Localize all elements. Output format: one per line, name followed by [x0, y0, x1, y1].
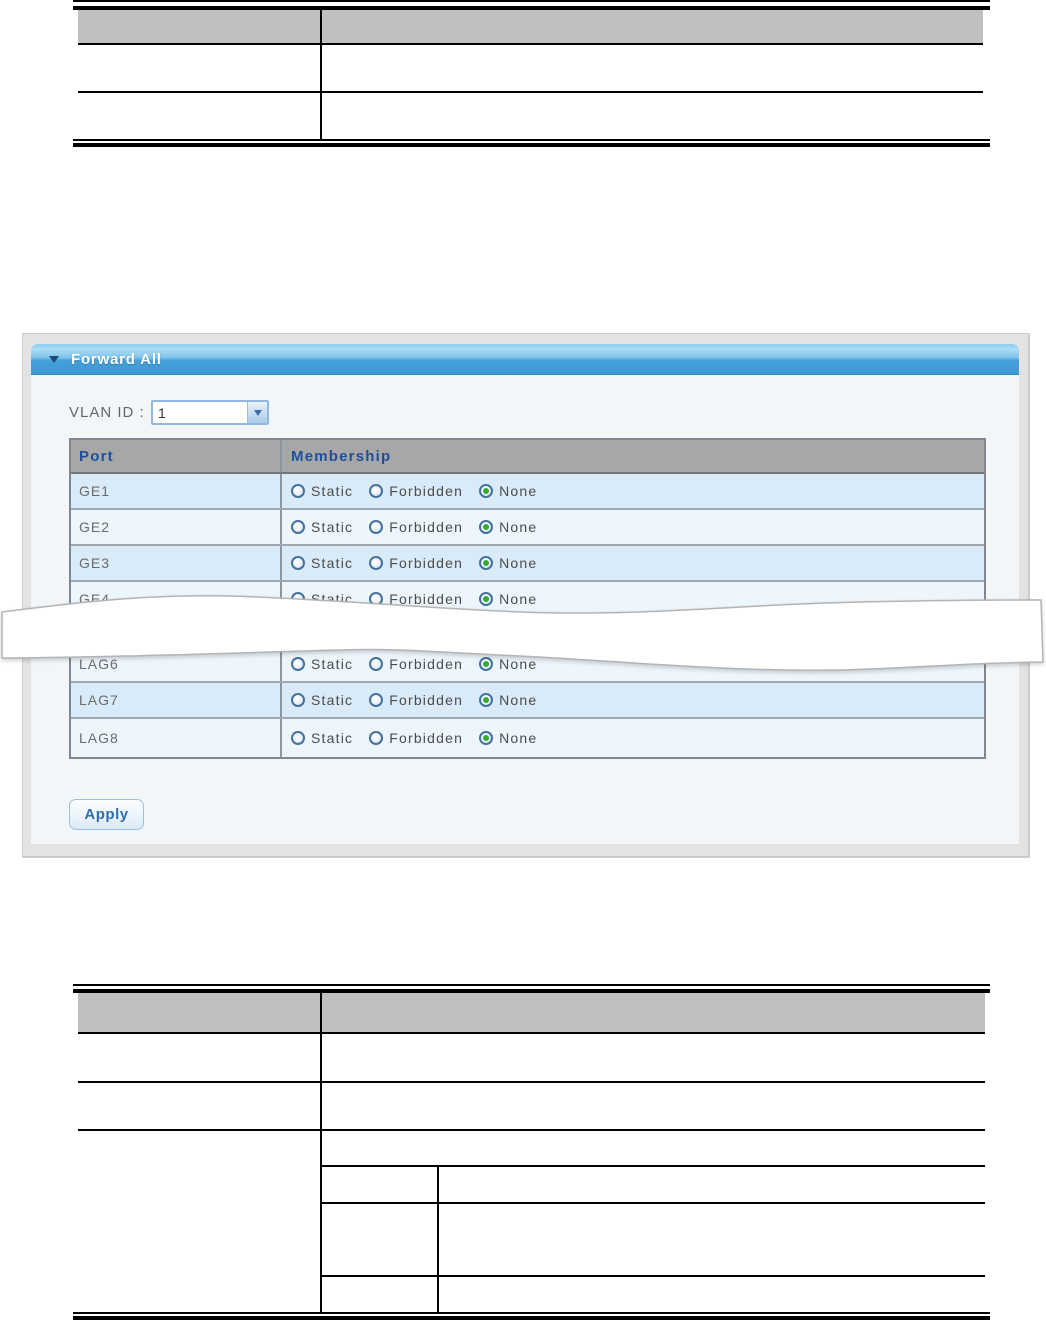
table-border-line: [78, 91, 983, 93]
radio-none[interactable]: [479, 657, 494, 671]
radio-none[interactable]: [479, 556, 494, 570]
table-cell: [78, 1131, 320, 1312]
membership-column-header: Membership: [291, 447, 392, 465]
radio-forbidden[interactable]: [369, 520, 384, 534]
table-border-line: [320, 10, 322, 139]
table-border-line: [73, 0, 990, 2]
table-cell: [78, 1034, 320, 1081]
port-cell: LAG6: [71, 647, 282, 681]
table-border-line: [437, 1165, 439, 1312]
table-cell: [78, 993, 320, 1032]
table-border-line: [321, 1275, 985, 1277]
table-border-line: [78, 43, 983, 45]
table-row: GE3 Static Forbidden None: [71, 546, 984, 582]
forward-all-panel-header[interactable]: Forward All: [31, 344, 1019, 375]
port-cell: LAG8: [71, 719, 282, 757]
table-row: LAG8 Static Forbidden None: [71, 719, 984, 757]
radio-forbidden[interactable]: [369, 731, 384, 745]
radio-static[interactable]: [291, 556, 305, 570]
table-border-line: [73, 989, 990, 993]
radio-static[interactable]: [291, 731, 305, 745]
membership-cell: Static Forbidden None: [282, 719, 984, 757]
table-cell: [322, 1034, 985, 1081]
membership-cell: Static Forbidden None: [282, 510, 984, 544]
radio-none[interactable]: [479, 592, 494, 606]
table-cell: [78, 10, 320, 43]
membership-cell: Static Forbidden None: [282, 546, 984, 580]
radio-forbidden[interactable]: [369, 556, 384, 570]
table-border-line: [320, 993, 322, 1312]
table-cell: [322, 1277, 436, 1312]
select-arrow-button[interactable]: [247, 402, 267, 423]
membership-cell: Static Forbidden None: [282, 647, 984, 681]
radio-none[interactable]: [479, 520, 494, 534]
panel-title: Forward All: [71, 350, 162, 368]
table-cell: [322, 1131, 985, 1165]
table-cell: [78, 93, 320, 139]
table-cell: [78, 45, 320, 91]
table-cell: [322, 45, 983, 91]
table-row: GE1 Static Forbidden None: [71, 474, 984, 510]
port-column-header: Port: [71, 440, 282, 472]
port-cell: LAG7: [71, 683, 282, 717]
port-cell: GE1: [71, 474, 282, 508]
radio-static[interactable]: [291, 693, 305, 707]
port-cell: GE2: [71, 510, 282, 544]
table-cell: [322, 10, 983, 43]
membership-cell: Static Forbidden None: [282, 474, 984, 508]
table-row: LAG7 Static Forbidden None: [71, 683, 984, 719]
table-cell: [322, 1083, 985, 1129]
table-cell: [78, 1083, 320, 1129]
table-cell: [439, 1167, 985, 1202]
radio-none[interactable]: [479, 731, 494, 745]
table-header-row: Port Membership: [71, 440, 984, 474]
radio-none[interactable]: [479, 693, 494, 707]
table-border-line: [78, 1032, 985, 1034]
radio-none[interactable]: [479, 484, 494, 498]
radio-static[interactable]: [291, 520, 305, 534]
torn-paper-divider: [1, 594, 1044, 671]
table-cell: [439, 1277, 985, 1312]
radio-forbidden[interactable]: [369, 484, 384, 498]
radio-static[interactable]: [291, 657, 305, 671]
table-border-line: [321, 1165, 985, 1167]
table-cell: [322, 1204, 436, 1275]
radio-forbidden[interactable]: [369, 657, 384, 671]
radio-forbidden[interactable]: [369, 693, 384, 707]
vlan-id-label: VLAN ID :: [69, 404, 145, 421]
table-cell: [322, 1167, 436, 1202]
table-border-line: [73, 1316, 990, 1320]
table-border-line: [73, 984, 990, 986]
radio-static[interactable]: [291, 484, 305, 498]
vlan-id-value: 1: [158, 404, 166, 421]
table-cell: [322, 93, 983, 139]
table-border-line: [73, 6, 990, 10]
table-row: GE2 Static Forbidden None: [71, 510, 984, 546]
port-cell: GE3: [71, 546, 282, 580]
vlan-id-select[interactable]: 1: [151, 400, 269, 425]
membership-cell: Static Forbidden None: [282, 683, 984, 717]
table-cell: [322, 993, 985, 1032]
chevron-down-icon: [253, 409, 262, 416]
table-border-line: [321, 1202, 985, 1204]
table-border-line: [73, 139, 990, 141]
collapse-triangle-icon: [49, 355, 59, 363]
table-border-line: [73, 1312, 990, 1314]
table-border-line: [73, 143, 990, 147]
table-cell: [439, 1204, 985, 1275]
apply-button[interactable]: Apply: [69, 799, 144, 830]
table-border-line: [78, 1081, 985, 1083]
table-border-line: [78, 1129, 985, 1131]
